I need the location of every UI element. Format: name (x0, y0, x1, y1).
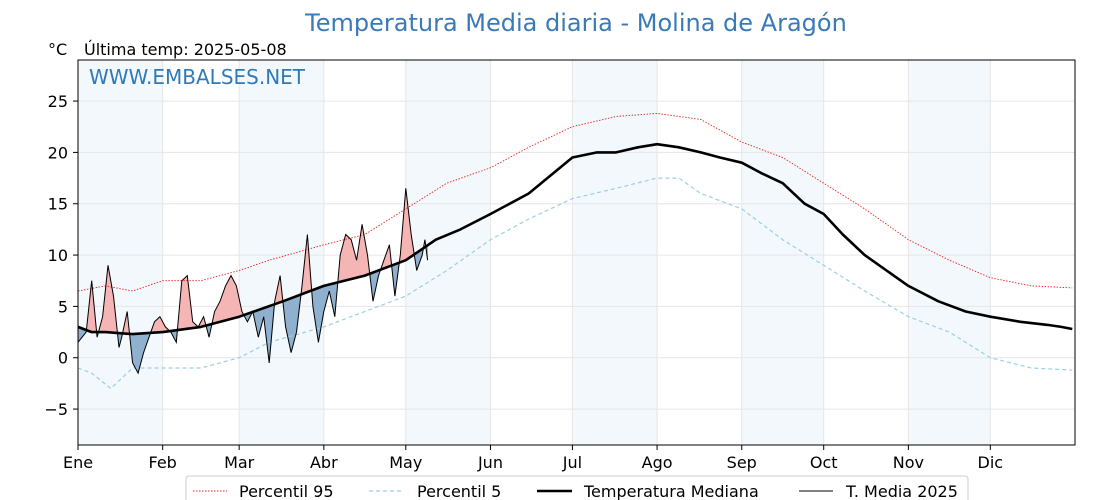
chart-title: Temperatura Media diaria - Molina de Ara… (304, 9, 847, 37)
month-band (239, 60, 324, 445)
above-median-fill (214, 301, 221, 324)
x-tick-label: Ene (63, 453, 93, 472)
last-temp-subtitle: Última temp: 2025-05-08 (84, 40, 287, 59)
y-axis-ticks: 25 20 15 10 5 0 −5 (44, 92, 78, 419)
current-year-line (77, 188, 429, 375)
above-median-fill (350, 239, 357, 280)
x-tick-label: Sep (727, 453, 757, 472)
anomaly-fills (77, 188, 428, 374)
x-tick-label: May (389, 453, 422, 472)
y-tick-label: 5 (58, 297, 68, 316)
month-band (741, 60, 824, 445)
legend-label-median: Temperatura Mediana (583, 482, 759, 500)
above-median-fill (339, 234, 346, 283)
y-tick-label: 20 (48, 143, 68, 162)
above-median-fill (345, 233, 352, 281)
y-tick-label: 15 (48, 195, 68, 214)
month-band (78, 60, 163, 445)
above-median-fill (181, 275, 188, 330)
y-axis-unit: °C (48, 40, 67, 59)
grid-lines (77, 60, 1075, 445)
x-axis-ticks: Ene Feb Mar Abr May Jun Jul Ago Sep Oct Nov Dic (63, 445, 1003, 472)
p95-line (77, 112, 1073, 292)
series-lines (77, 112, 1073, 390)
month-bands (78, 60, 991, 445)
legend-label-p5: Percentil 5 (417, 482, 501, 500)
legend: Percentil 95 Percentil 5 Temperatura Med… (185, 475, 969, 500)
x-tick-label: Ago (642, 453, 673, 472)
x-tick-label: Jul (562, 453, 582, 472)
y-tick-label: −5 (44, 400, 68, 419)
x-tick-label: Mar (224, 453, 255, 472)
x-tick-label: Oct (810, 453, 838, 472)
x-tick-label: Feb (149, 453, 177, 472)
above-median-fill (219, 285, 226, 323)
legend-box (185, 475, 969, 500)
above-median-fill (225, 275, 232, 321)
x-tick-label: Jun (477, 453, 503, 472)
x-tick-label: Dic (978, 453, 1004, 472)
plot-frame (77, 59, 1076, 446)
x-tick-label: Nov (893, 453, 924, 472)
median-line (77, 142, 1073, 336)
y-tick-label: 0 (58, 349, 68, 368)
legend-label-p95: Percentil 95 (239, 482, 334, 500)
y-tick-label: 25 (48, 92, 68, 111)
watermark-text: WWW.EMBALSES.NET (89, 65, 306, 89)
above-median-fill (230, 275, 237, 320)
legend-label-current: T. Media 2025 (845, 482, 958, 500)
month-band (908, 60, 991, 445)
y-tick-label: 10 (48, 246, 68, 265)
month-band (572, 60, 658, 445)
x-tick-label: Abr (310, 453, 338, 472)
